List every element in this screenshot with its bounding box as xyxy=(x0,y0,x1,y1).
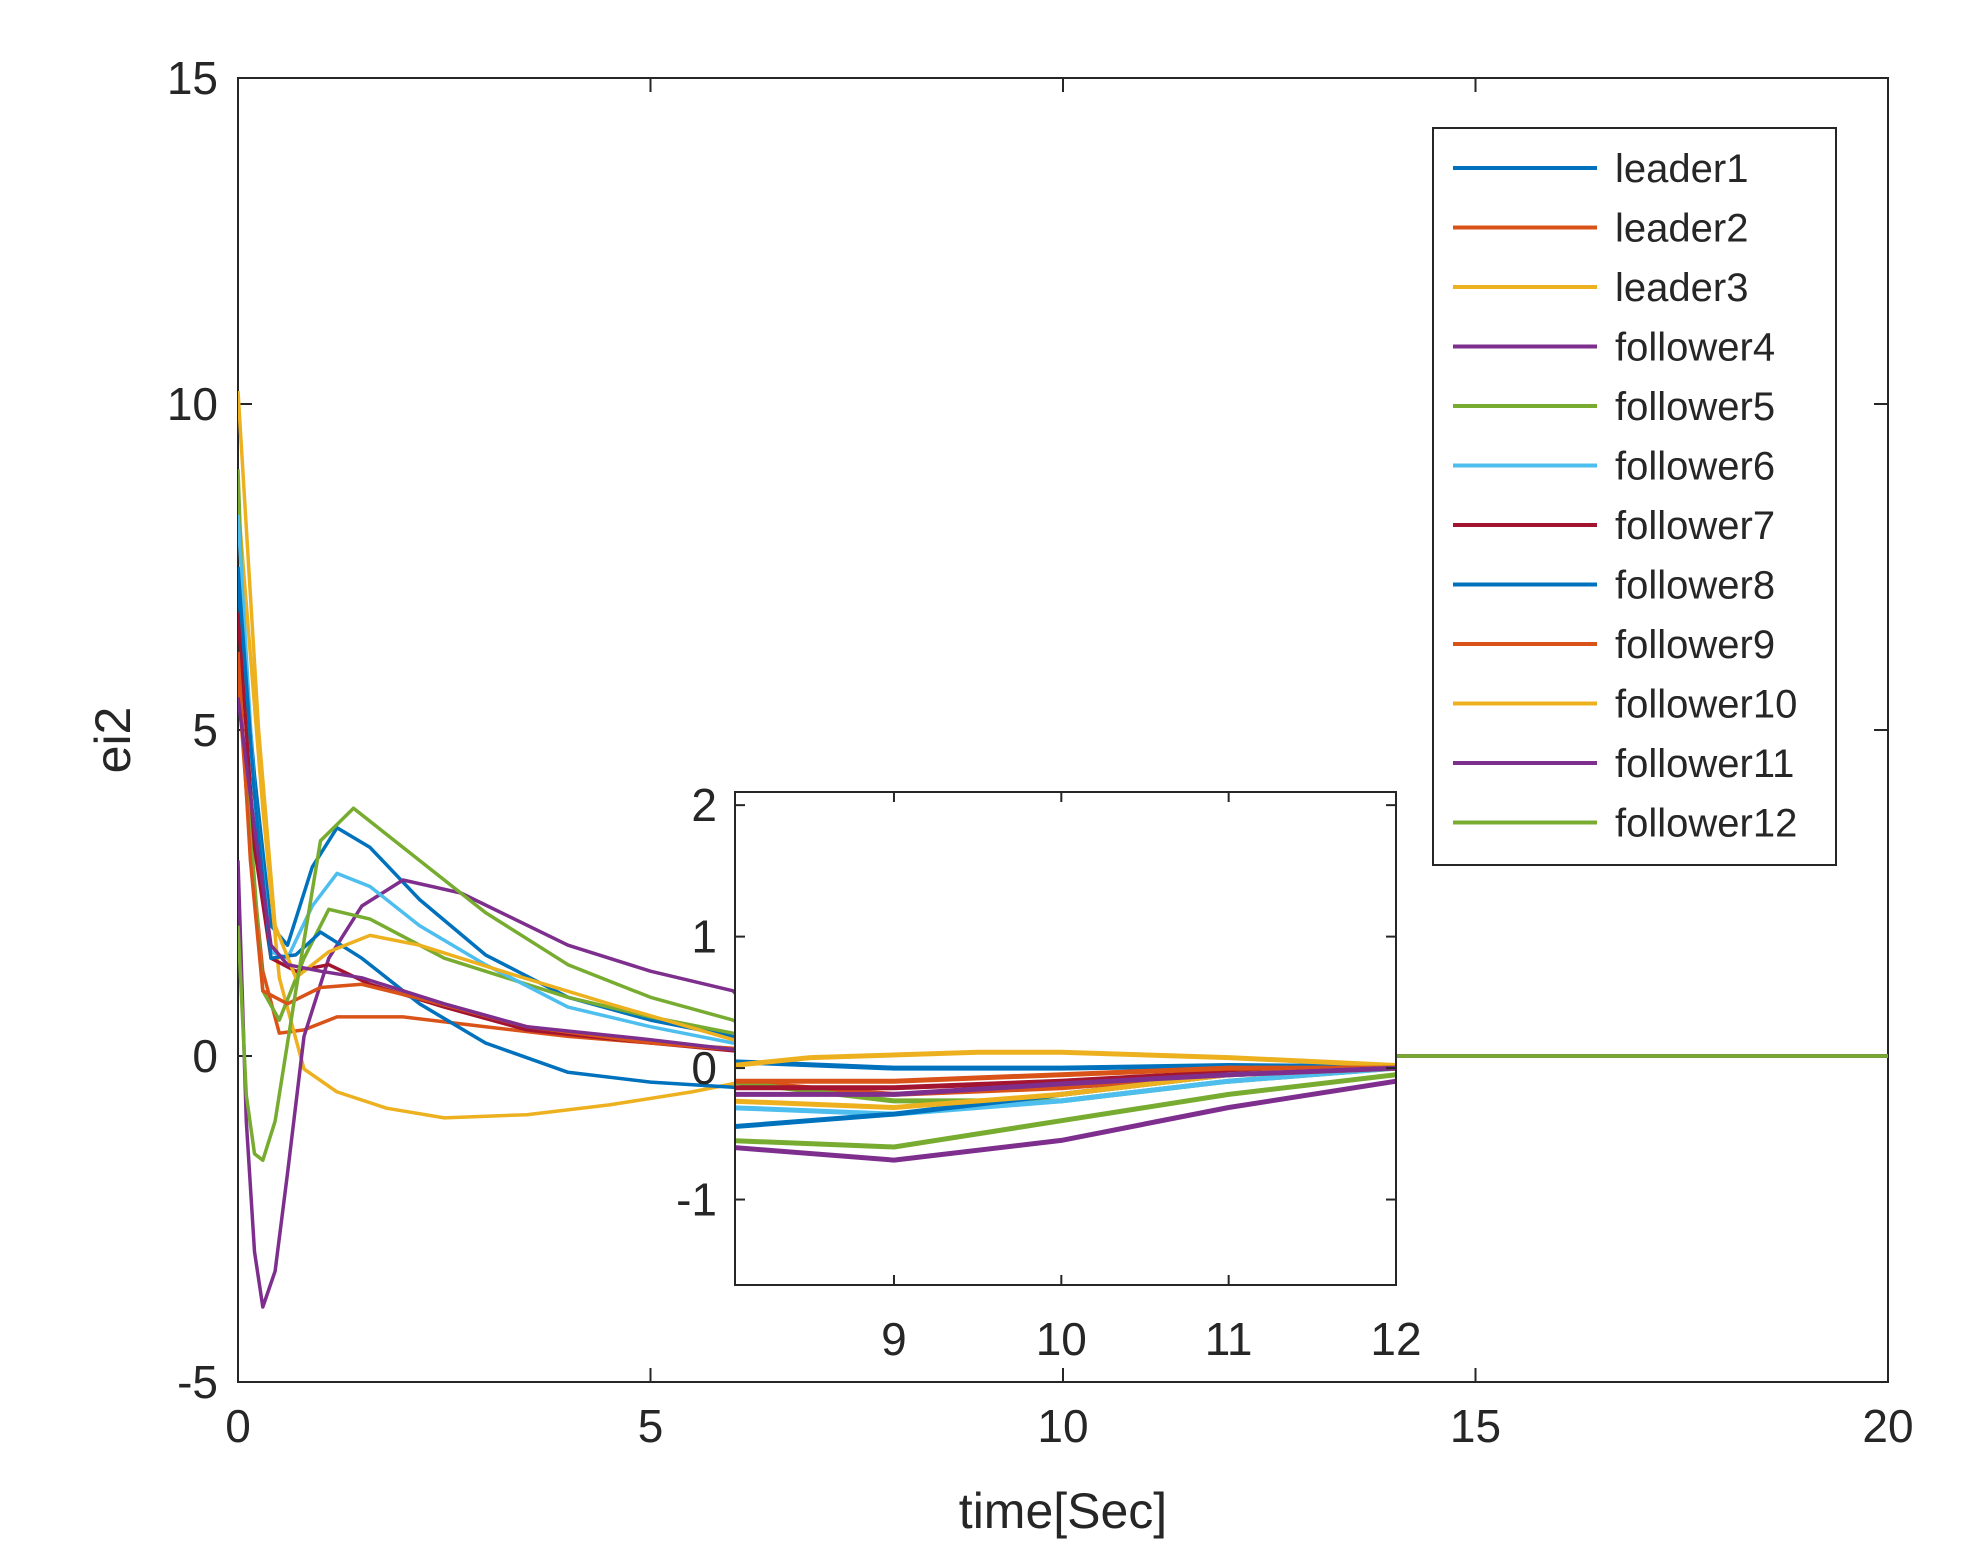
legend-box xyxy=(1432,127,1837,866)
y-tick-label: -5 xyxy=(177,1356,218,1408)
legend-label-follower7: follower7 xyxy=(1615,504,1775,548)
legend-label-follower12: follower12 xyxy=(1615,802,1797,846)
inset-x-tick-label: 11 xyxy=(1205,1313,1253,1365)
inset-y-tick-label: 0 xyxy=(691,1042,717,1094)
legend-label-follower5: follower5 xyxy=(1615,385,1775,429)
inset-x-tick-label: 10 xyxy=(1036,1313,1087,1365)
legend-label-leader2: leader2 xyxy=(1615,207,1748,251)
x-axis-title: time[Sec] xyxy=(959,1483,1167,1539)
legend: leader1 leader2 leader3 follower4 follower5 f… xyxy=(1432,127,1837,866)
legend-label-follower4: follower4 xyxy=(1615,326,1775,370)
inset-series-line-follower4 xyxy=(735,1078,1396,1163)
inset-series-line-leader1 xyxy=(735,1059,1396,1071)
legend-label-leader3: leader3 xyxy=(1615,266,1748,310)
inset-y-tick-label: 2 xyxy=(691,779,717,831)
legend-label-leader1: leader1 xyxy=(1615,147,1748,191)
y-tick-label: 10 xyxy=(167,378,218,430)
y-tick-label: 15 xyxy=(167,52,218,104)
inset-series-line-follower9 xyxy=(735,1065,1396,1084)
inset-plot-area xyxy=(734,791,1397,1286)
x-tick-label: 0 xyxy=(225,1400,251,1452)
inset-series-line-follower12 xyxy=(735,1072,1396,1150)
inset-series-line-follower11 xyxy=(735,1065,1396,1097)
inset-y-tick-label: -1 xyxy=(676,1174,717,1226)
inset-series-line-follower6 xyxy=(735,1065,1396,1117)
y-tick-label: 0 xyxy=(192,1030,218,1082)
x-tick-label: 5 xyxy=(638,1400,664,1452)
legend-label-follower9: follower9 xyxy=(1615,623,1775,667)
legend-label-follower10: follower10 xyxy=(1615,683,1797,727)
inset-x-tick-label: 12 xyxy=(1370,1313,1421,1365)
legend-label-follower11: follower11 xyxy=(1615,742,1794,786)
x-tick-label: 15 xyxy=(1450,1400,1501,1452)
y-axis-title: ei2 xyxy=(85,707,141,774)
y-tick-label: 5 xyxy=(192,704,218,756)
x-tick-label: 20 xyxy=(1862,1400,1913,1452)
legend-label-follower6: follower6 xyxy=(1615,445,1775,489)
x-tick-label: 10 xyxy=(1037,1400,1088,1452)
inset-x-tick-label: 9 xyxy=(881,1313,907,1365)
inset-series-line-leader3 xyxy=(735,1049,1396,1069)
inset-y-tick-label: 1 xyxy=(691,911,717,963)
legend-label-follower8: follower8 xyxy=(1615,564,1775,608)
